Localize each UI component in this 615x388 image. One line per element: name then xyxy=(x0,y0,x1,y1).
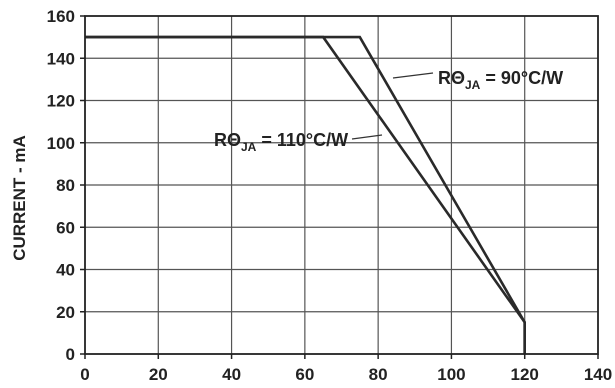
y-tick-label: 0 xyxy=(66,345,75,364)
leader-line-90 xyxy=(392,72,434,79)
y-tick-label: 120 xyxy=(47,92,75,111)
x-tick-label: 40 xyxy=(222,365,241,384)
axis-ticks: 0 20 40 60 80 100 120 140 160 0 20 40 60 80 100 120 140 xyxy=(47,7,613,384)
x-tick-label: 60 xyxy=(295,365,314,384)
y-tick-label: 40 xyxy=(56,261,75,280)
y-tick-label: 160 xyxy=(47,7,75,26)
y-tick-label: 20 xyxy=(56,303,75,322)
annotation-90cw: RΘJA = 90°C/W xyxy=(438,68,563,92)
y-tick-label: 80 xyxy=(56,176,75,195)
y-tick-label: 140 xyxy=(47,49,75,68)
x-tick-label: 140 xyxy=(584,365,612,384)
series-group xyxy=(85,35,527,354)
x-tick-label: 80 xyxy=(369,365,388,384)
annotation-110cw: RΘJA = 110°C/W xyxy=(214,130,348,154)
x-tick-label: 100 xyxy=(437,365,465,384)
y-tick-label: 100 xyxy=(47,134,75,153)
series-line-2 xyxy=(85,35,527,354)
leader-line-110 xyxy=(351,134,383,140)
y-tick-label: 60 xyxy=(56,218,75,237)
grid xyxy=(85,16,598,354)
x-tick-label: 120 xyxy=(511,365,539,384)
x-tick-label: 0 xyxy=(80,365,89,384)
annotations: RΘJA = 90°C/W RΘJA = 110°C/W xyxy=(214,68,563,154)
x-tick-label: 20 xyxy=(149,365,168,384)
y-axis-title: CURRENT - mA xyxy=(10,135,29,261)
